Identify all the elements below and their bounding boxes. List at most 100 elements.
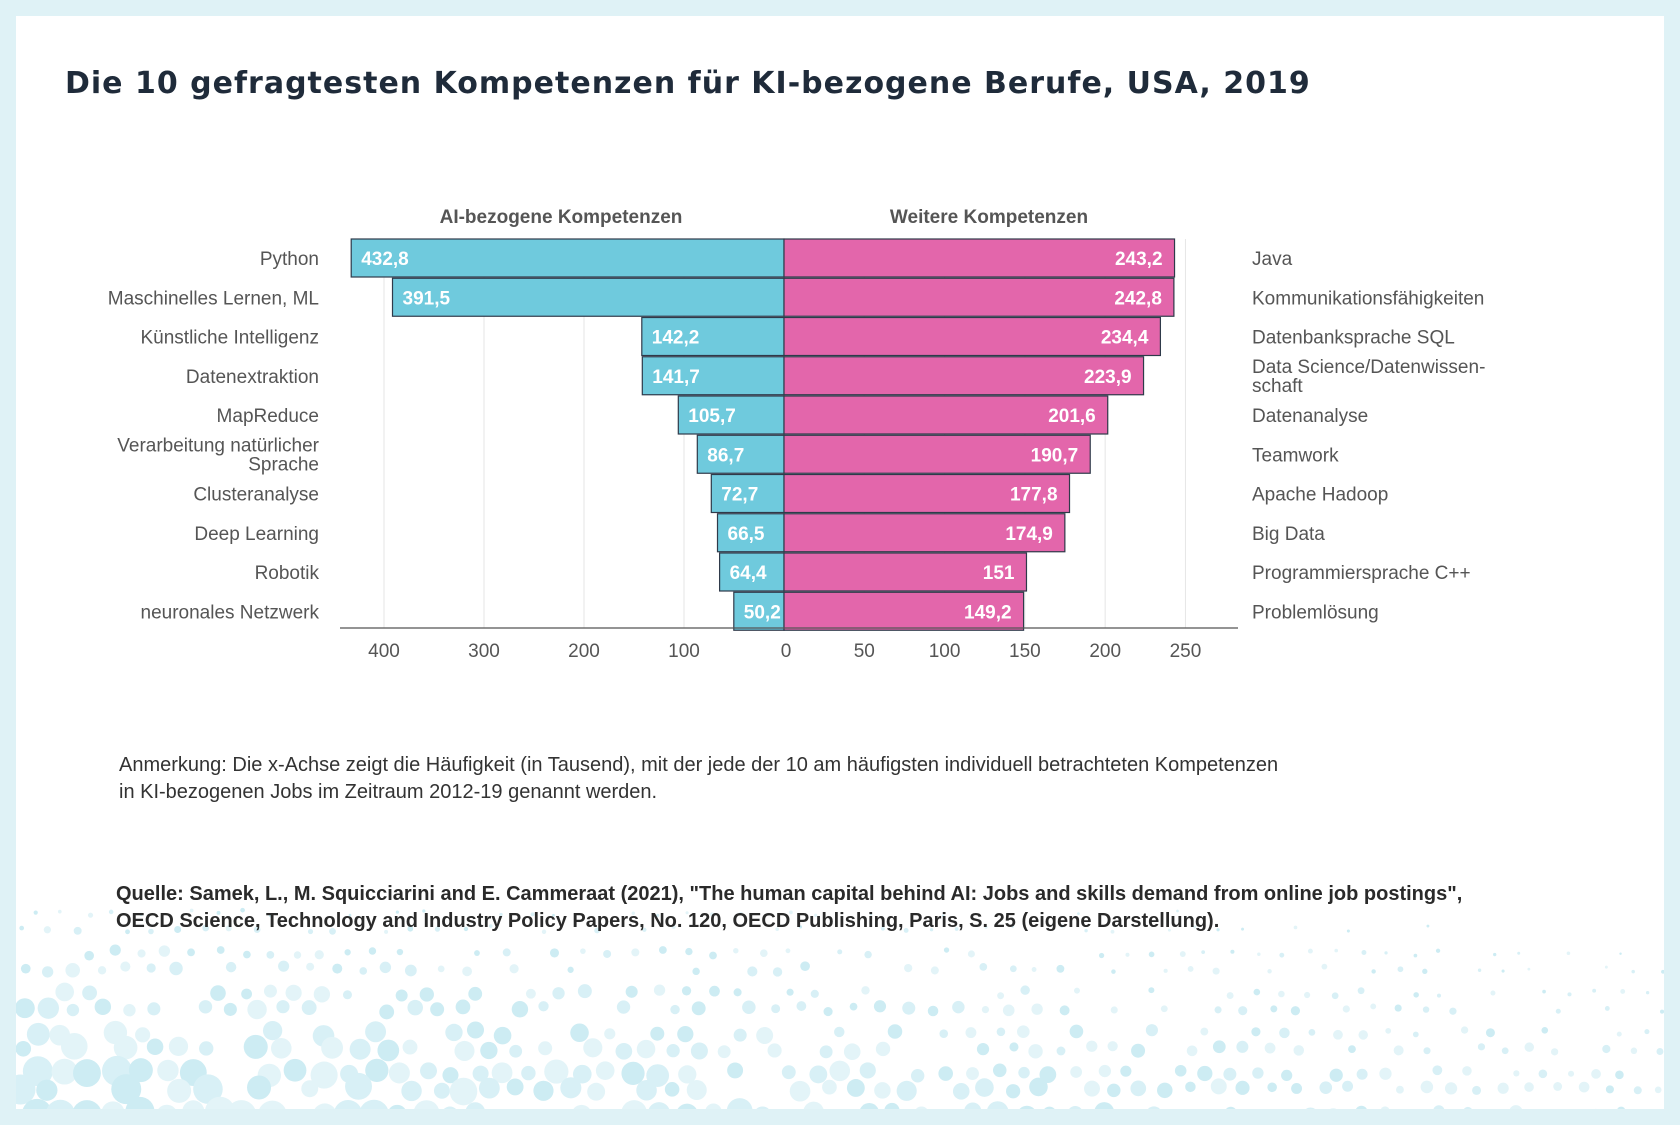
decorative-dot [158, 945, 171, 957]
decorative-dot [1331, 992, 1339, 1000]
decorative-dot [530, 912, 535, 917]
decorative-dot [1460, 1026, 1469, 1034]
decorative-dot [681, 986, 692, 996]
decorative-dot [225, 961, 237, 973]
decorative-dot [976, 1043, 990, 1056]
decorative-dot [16, 1041, 32, 1057]
decorative-dot [65, 962, 80, 978]
decorative-dot [344, 949, 351, 956]
decorative-dot [384, 929, 389, 934]
decorative-dot [1329, 1068, 1343, 1082]
right-bar-8 [783, 552, 1028, 592]
decorative-dot [395, 989, 408, 1002]
decorative-dot [1422, 1006, 1430, 1013]
decorative-dot [493, 1026, 512, 1045]
decorative-dot [243, 1034, 268, 1059]
decorative-dot [1412, 1031, 1419, 1038]
decorative-dot [84, 950, 94, 961]
decorative-dot [775, 927, 780, 932]
decorative-dot [66, 1003, 80, 1017]
decorative-dot [1477, 1043, 1486, 1051]
decorative-dot [1017, 1025, 1030, 1039]
decorative-dot [1031, 967, 1037, 972]
decorative-dot [544, 1059, 569, 1084]
decorative-dot [1230, 949, 1235, 954]
decorative-dot [823, 1006, 833, 1017]
decorative-dot [111, 1074, 142, 1105]
decorative-dot [216, 910, 221, 915]
decorative-dot [616, 1000, 631, 1014]
decorative-dot [800, 961, 810, 972]
decorative-dot [1130, 1080, 1147, 1097]
decorative-dot [1226, 992, 1234, 1000]
decorative-dot [395, 910, 399, 914]
decorative-dot [1293, 1045, 1305, 1056]
decorative-dot [1197, 1065, 1213, 1082]
decorative-dot [37, 997, 60, 1019]
right-category-label-6: Apache Hadoop [1252, 485, 1388, 506]
decorative-dot [533, 1080, 554, 1101]
decorative-dot [1472, 1085, 1482, 1095]
decorative-dot [650, 1026, 665, 1041]
decorative-dot [94, 998, 112, 1016]
decorative-dot [1449, 1007, 1457, 1015]
decorative-dot [307, 928, 314, 935]
decorative-dot [705, 1103, 722, 1109]
right-value-label-4: 201,6 [1048, 406, 1096, 427]
decorative-dot [1020, 985, 1030, 995]
decorative-dot [1578, 1081, 1590, 1093]
left-category-label-5: Verarbeitung natürlicher Sprache [117, 435, 319, 475]
decorative-dot [125, 1096, 155, 1109]
decorative-dot [767, 1043, 782, 1058]
decorative-dot [1157, 1082, 1173, 1099]
decorative-dot [809, 1065, 828, 1084]
decorative-dot [709, 951, 717, 960]
decorative-dot [1384, 951, 1388, 955]
decorative-dot [939, 1029, 949, 1038]
decorative-dot [506, 1078, 524, 1096]
decorative-dot [1200, 1027, 1209, 1036]
right-tick-label-1: 50 [854, 641, 875, 662]
decorative-dot [1361, 950, 1367, 956]
decorative-dot [499, 912, 503, 917]
decorative-dot [442, 1067, 459, 1084]
decorative-dot [666, 1043, 680, 1058]
decorative-dot [349, 1038, 371, 1060]
decorative-dot [1291, 1083, 1303, 1094]
decorative-dot [1661, 969, 1664, 974]
right-bar-3 [783, 356, 1145, 396]
decorative-dot [1307, 948, 1313, 954]
decorative-dot [189, 908, 194, 913]
chart-note: Anmerkung: Die x-Achse zeigt die Häufigk… [119, 752, 1409, 806]
decorative-dot [1094, 1102, 1114, 1109]
decorative-dot [407, 999, 423, 1016]
decorative-dot [1031, 1003, 1043, 1015]
decorative-dot [646, 1064, 670, 1087]
decorative-dot [1179, 951, 1186, 958]
right-category-label-5: Teamwork [1252, 445, 1339, 466]
decorative-dot [422, 909, 426, 913]
decorative-dot [1334, 948, 1339, 953]
decorative-dot [887, 1024, 903, 1039]
decorative-dot [193, 1074, 223, 1104]
left-value-label-4: 105,7 [688, 406, 736, 427]
decorative-dot [310, 1061, 338, 1089]
decorative-dot [813, 913, 818, 917]
decorative-dot [1501, 1047, 1509, 1055]
left-value-label-7: 66,5 [728, 524, 765, 545]
decorative-dot [465, 1102, 485, 1109]
decorative-dot [1069, 1024, 1084, 1039]
decorative-dot [1009, 1042, 1019, 1052]
decorative-dot [123, 1004, 136, 1017]
decorative-dot [365, 1058, 389, 1083]
decorative-dot [247, 999, 267, 1020]
decorative-dot [51, 1058, 78, 1085]
decorative-dot [577, 984, 592, 999]
decorative-dot [636, 1039, 656, 1059]
decorative-dot [488, 924, 493, 928]
decorative-dot [379, 1004, 395, 1020]
left-bar-5 [696, 434, 785, 474]
decorative-dot [36, 1079, 58, 1101]
decorative-dot [1432, 1065, 1443, 1076]
decorative-dot [1070, 1066, 1083, 1078]
